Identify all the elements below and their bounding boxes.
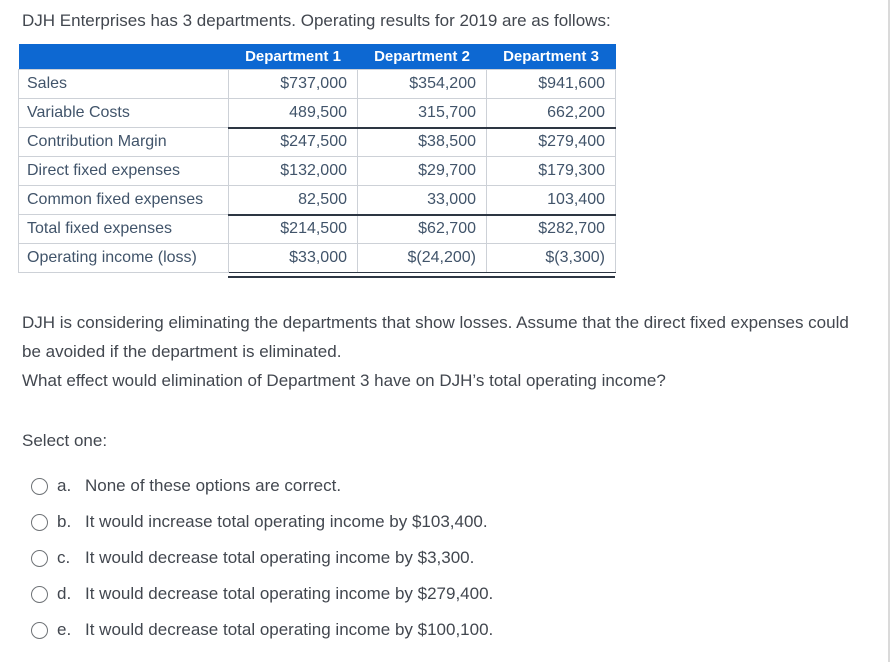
answer-options: a. None of these options are correct. b. It…: [22, 468, 896, 648]
option-text: None of these options are correct.: [85, 476, 342, 495]
table-row: Operating income (loss) $33,000 $(24,200) $…: [18, 243, 616, 273]
question-content: DJH Enterprises has 3 departments. Opera…: [18, 11, 896, 648]
option-text: It would increase total operating income…: [85, 512, 488, 531]
cell-value: $33,000: [228, 243, 358, 273]
answer-option[interactable]: e. It would decrease total operating inco…: [31, 612, 896, 648]
cell-value: $247,500: [228, 127, 358, 157]
results-table-head-row: Department 1 Department 2 Department 3: [18, 44, 616, 70]
results-table-body: Sales $737,000 $354,200 $941,600 Variable Co…: [18, 69, 616, 273]
option-letter: c.: [57, 548, 71, 567]
radio-button[interactable]: [31, 621, 48, 639]
table-row: Direct fixed expenses $132,000 $29,700 $179…: [18, 156, 616, 186]
radio-button[interactable]: [31, 549, 48, 567]
cell-value: $282,700: [486, 214, 616, 244]
option-text: It would decrease total operating income…: [85, 620, 494, 639]
option-text: It would decrease total operating income…: [85, 584, 494, 603]
question-ask: What effect would elimination of Departm…: [22, 371, 666, 390]
row-label: Sales: [18, 69, 229, 99]
table-col-header: Department 2: [357, 44, 487, 70]
radio-button[interactable]: [31, 477, 48, 495]
answer-option[interactable]: d. It would decrease total operating inco…: [31, 576, 896, 612]
cell-value: 489,500: [228, 98, 358, 129]
cell-value: 33,000: [357, 185, 487, 216]
radio-button[interactable]: [31, 513, 48, 531]
results-table: Department 1 Department 2 Department 3 Sal…: [18, 44, 616, 273]
table-row: Contribution Margin $247,500 $38,500 $279,4…: [18, 127, 616, 157]
question-scenario: DJH is considering eliminating the depar…: [22, 313, 849, 361]
option-letter: b.: [57, 512, 72, 531]
row-label: Variable Costs: [18, 98, 229, 128]
option-letter: d.: [57, 584, 72, 603]
select-one-label: Select one:: [22, 431, 108, 450]
cell-value: $38,500: [357, 127, 487, 157]
radio-button[interactable]: [31, 585, 48, 603]
row-label: Total fixed expenses: [18, 214, 229, 244]
cell-value: $279,400: [486, 127, 616, 157]
question-text: DJH is considering eliminating the depar…: [22, 308, 850, 395]
row-label: Common fixed expenses: [18, 185, 229, 215]
table-col-header: Department 3: [486, 44, 616, 70]
cell-value: $132,000: [228, 156, 358, 186]
option-letter: a.: [57, 476, 72, 495]
cell-value: $179,300: [486, 156, 616, 186]
cell-value: 103,400: [486, 185, 616, 216]
cell-value: 315,700: [357, 98, 487, 129]
answer-option[interactable]: a. None of these options are correct.: [31, 468, 896, 504]
table-row: Total fixed expenses $214,500 $62,700 $282,…: [18, 214, 616, 244]
table-row: Variable Costs 489,500 315,700 662,200: [18, 98, 616, 129]
row-label: Direct fixed expenses: [18, 156, 229, 186]
row-label: Operating income (loss): [18, 243, 229, 273]
table-corner-cell: [18, 44, 229, 70]
cell-value: $29,700: [357, 156, 487, 186]
cell-value: $737,000: [228, 69, 358, 99]
question-intro: DJH Enterprises has 3 departments. Opera…: [22, 11, 611, 30]
option-letter: e.: [57, 620, 72, 639]
table-row: Sales $737,000 $354,200 $941,600: [18, 69, 616, 99]
answer-option[interactable]: c. It would decrease total operating inco…: [31, 540, 896, 576]
content-panel-edge: [888, 0, 890, 662]
cell-value: $354,200: [357, 69, 487, 99]
cell-value: $(3,300): [486, 243, 616, 273]
cell-value: $(24,200): [357, 243, 487, 273]
cell-value: $941,600: [486, 69, 616, 99]
table-row: Common fixed expenses 82,500 33,000 103,400: [18, 185, 616, 216]
cell-value: $62,700: [357, 214, 487, 244]
answer-option[interactable]: b. It would increase total operating inco…: [31, 504, 896, 540]
cell-value: $214,500: [228, 214, 358, 244]
double-underline: [228, 276, 615, 278]
option-text: It would decrease total operating income…: [85, 548, 475, 567]
table-col-header: Department 1: [228, 44, 358, 70]
cell-value: 662,200: [486, 98, 616, 129]
row-label: Contribution Margin: [18, 127, 229, 157]
cell-value: 82,500: [228, 185, 358, 216]
